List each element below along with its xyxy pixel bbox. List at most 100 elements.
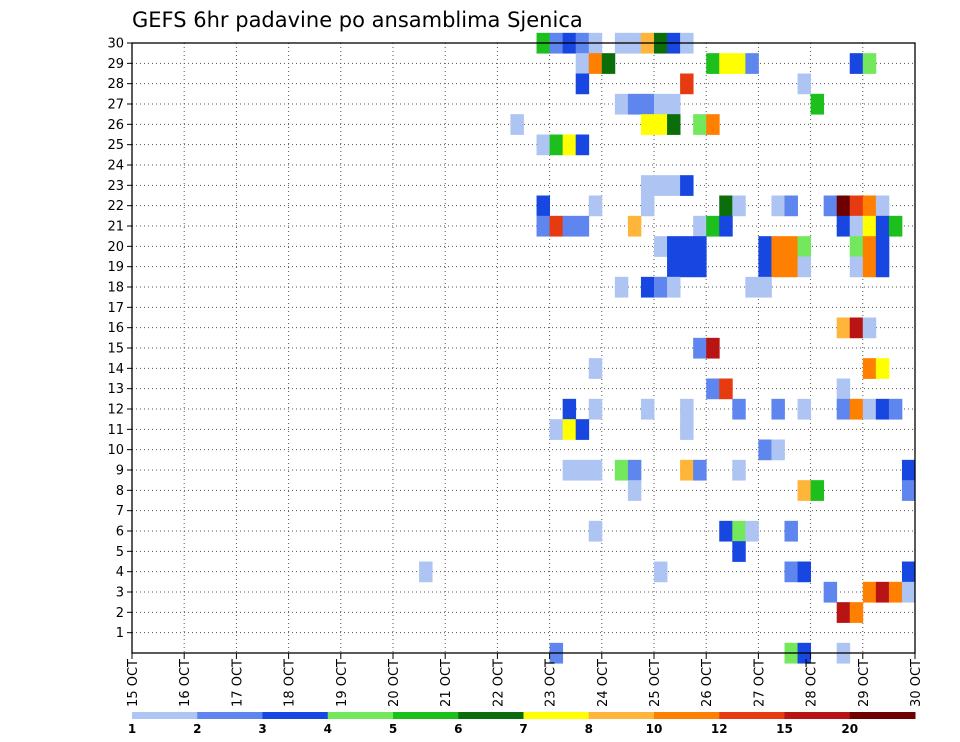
heatmap-cell: [849, 398, 864, 420]
x-tick-label: 29 OCT: [857, 659, 872, 707]
heatmap-cell: [562, 398, 577, 420]
colorbar-segment: [132, 712, 198, 719]
heatmap-cell: [771, 256, 785, 278]
heatmap-cell: [588, 53, 603, 74]
heatmap-cell: [849, 602, 864, 623]
heatmap-cell: [849, 215, 864, 237]
heatmap-cell: [823, 195, 838, 217]
colorbar-segment: [262, 712, 329, 719]
heatmap-cell: [797, 480, 811, 501]
heatmap-cell: [862, 236, 877, 257]
heatmap-cell: [836, 215, 851, 237]
heatmap-cell: [888, 581, 903, 603]
heatmap-cell: [862, 358, 877, 379]
heatmap-cell: [836, 317, 851, 339]
y-tick-label: 19: [107, 260, 124, 275]
heatmap-cell: [719, 195, 733, 217]
heatmap-cells: [419, 32, 916, 664]
heatmap-cell: [810, 480, 825, 501]
y-tick-label: 30: [107, 37, 124, 52]
heatmap-cell: [862, 398, 877, 420]
heatmap-cell: [536, 195, 550, 217]
heatmap-cell: [797, 561, 811, 583]
colorbar-segment: [458, 712, 524, 719]
heatmap-cell: [640, 195, 655, 217]
heatmap-cell: [849, 53, 864, 74]
heatmap-cell: [836, 602, 851, 623]
heatmap-cell: [849, 256, 864, 278]
x-tick-label: 30 OCT: [909, 659, 924, 707]
heatmap-cell: [693, 459, 707, 481]
colorbar-segment: [588, 712, 655, 719]
heatmap-cell: [614, 276, 629, 298]
heatmap-cell: [549, 134, 564, 156]
heatmap-cell: [693, 337, 707, 359]
heatmap-cell: [732, 398, 746, 420]
y-tick-label: 22: [107, 199, 124, 214]
heatmap-cell: [549, 215, 564, 237]
heatmap-cell: [575, 73, 590, 95]
colorbar-segment: [719, 712, 785, 719]
heatmap-cell: [654, 93, 668, 115]
chart-title: GEFS 6hr padavine po ansamblima Sjenica: [132, 8, 583, 32]
y-tick-label: 11: [107, 423, 124, 438]
y-tick-label: 7: [116, 504, 124, 519]
y-tick-label: 2: [116, 606, 124, 621]
heatmap-cell: [693, 256, 707, 278]
colorbar-label: 3: [258, 722, 266, 736]
heatmap-cell: [510, 114, 524, 135]
heatmap-cell: [823, 581, 838, 603]
heatmap-cell: [575, 215, 590, 237]
x-tick-label: 28 OCT: [805, 659, 820, 707]
heatmap-cell: [758, 236, 772, 257]
heatmap-cell: [862, 195, 877, 217]
y-tick-label: 26: [107, 118, 124, 133]
colorbar-label: 6: [454, 722, 462, 736]
heatmap-cell: [654, 561, 668, 583]
y-tick-label: 28: [107, 77, 124, 92]
colorbar-label: 4: [324, 722, 332, 736]
y-tick-label: 9: [116, 464, 124, 479]
y-tick-label: 29: [107, 57, 124, 72]
x-tick-label: 17 OCT: [230, 659, 245, 707]
heatmap-cell: [680, 419, 694, 440]
heatmap-cell: [640, 398, 655, 420]
y-tick-label: 6: [116, 525, 124, 540]
heatmap-cell: [875, 215, 890, 237]
heatmap-cell: [862, 581, 877, 603]
heatmap-cell: [784, 256, 798, 278]
y-tick-label: 15: [107, 342, 124, 357]
heatmap-cell: [784, 195, 798, 217]
heatmap-cell: [875, 195, 890, 217]
x-tick-label: 23 OCT: [544, 659, 559, 707]
x-tick-label: 19 OCT: [335, 659, 350, 707]
heatmap-cell: [862, 256, 877, 278]
heatmap-cell: [784, 236, 798, 257]
heatmap-cell: [549, 419, 564, 440]
heatmap-cell: [875, 358, 890, 379]
colorbar-label: 5: [389, 722, 397, 736]
heatmap-cell: [680, 256, 694, 278]
heatmap-cell: [875, 581, 890, 603]
heatmap-cell: [862, 215, 877, 237]
heatmap-cell: [627, 459, 642, 481]
y-tick-label: 12: [107, 403, 124, 418]
heatmap-cell: [693, 215, 707, 237]
heatmap-cell: [627, 93, 642, 115]
heatmap-cell: [588, 459, 603, 481]
heatmap-cell: [575, 53, 590, 74]
heatmap-cell: [680, 236, 694, 257]
heatmap-cell: [654, 175, 668, 196]
heatmap-cell: [693, 236, 707, 257]
y-tick-label: 17: [107, 301, 124, 316]
colorbar-label: 15: [776, 722, 793, 736]
heatmap-cell: [667, 93, 681, 115]
heatmap-cell: [888, 215, 903, 237]
heatmap-cell: [875, 398, 890, 420]
x-tick-label: 27 OCT: [752, 659, 767, 707]
heatmap-cell: [588, 520, 603, 542]
heatmap-cell: [771, 439, 785, 461]
y-tick-label: 8: [116, 484, 124, 499]
heatmap-cell: [797, 256, 811, 278]
